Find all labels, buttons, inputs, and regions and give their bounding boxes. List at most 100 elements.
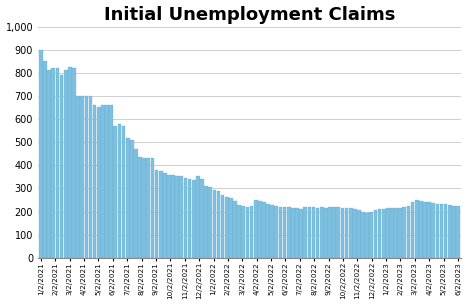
Bar xyxy=(316,208,319,258)
Bar xyxy=(204,186,208,258)
Bar xyxy=(68,67,72,258)
Bar xyxy=(427,202,431,258)
Bar xyxy=(295,208,299,258)
Bar xyxy=(365,213,369,258)
Bar xyxy=(80,96,84,258)
Bar xyxy=(159,171,163,258)
Bar xyxy=(444,204,447,258)
Bar xyxy=(423,202,427,258)
Bar xyxy=(439,204,443,258)
Bar xyxy=(109,105,113,258)
Bar xyxy=(403,207,406,258)
Bar xyxy=(229,198,233,258)
Bar xyxy=(279,207,283,258)
Bar xyxy=(336,207,340,258)
Bar xyxy=(398,208,402,258)
Bar xyxy=(56,68,59,258)
Bar xyxy=(304,207,307,258)
Bar xyxy=(324,208,328,258)
Bar xyxy=(419,201,423,258)
Bar xyxy=(225,197,229,258)
Bar xyxy=(200,179,204,258)
Bar xyxy=(105,105,109,258)
Bar xyxy=(448,205,452,258)
Bar xyxy=(188,179,191,258)
Bar xyxy=(262,202,266,258)
Bar xyxy=(361,212,365,258)
Bar xyxy=(196,176,200,258)
Bar xyxy=(456,206,460,258)
Bar xyxy=(258,201,262,258)
Bar xyxy=(233,201,237,258)
Bar xyxy=(221,196,225,258)
Bar xyxy=(155,170,158,258)
Bar xyxy=(212,190,216,258)
Bar xyxy=(150,158,154,258)
Bar xyxy=(382,209,386,258)
Bar xyxy=(147,158,150,258)
Bar xyxy=(340,208,344,258)
Bar xyxy=(436,203,439,258)
Bar xyxy=(452,206,456,258)
Bar xyxy=(47,70,51,258)
Bar xyxy=(171,174,175,258)
Bar xyxy=(349,208,353,258)
Bar xyxy=(175,176,179,258)
Bar xyxy=(163,174,167,258)
Bar xyxy=(101,105,105,258)
Bar xyxy=(266,203,270,258)
Bar xyxy=(184,178,187,258)
Bar xyxy=(320,207,324,258)
Bar xyxy=(43,61,47,258)
Bar xyxy=(76,96,80,258)
Bar xyxy=(51,68,55,258)
Bar xyxy=(299,209,303,258)
Bar xyxy=(311,207,315,258)
Bar xyxy=(432,203,435,258)
Bar xyxy=(345,208,348,258)
Bar xyxy=(369,212,373,258)
Bar xyxy=(407,206,410,258)
Bar xyxy=(60,75,64,258)
Bar xyxy=(122,126,125,258)
Bar xyxy=(237,205,241,258)
Bar xyxy=(134,149,138,258)
Bar xyxy=(217,191,220,258)
Bar xyxy=(254,200,257,258)
Bar xyxy=(130,140,134,258)
Bar xyxy=(246,207,249,258)
Bar xyxy=(357,210,361,258)
Bar xyxy=(275,206,278,258)
Bar xyxy=(89,96,92,258)
Bar xyxy=(113,126,117,258)
Title: Initial Unemployment Claims: Initial Unemployment Claims xyxy=(104,5,395,23)
Bar xyxy=(353,209,357,258)
Bar xyxy=(283,207,286,258)
Bar xyxy=(126,138,129,258)
Bar xyxy=(270,205,274,258)
Bar xyxy=(390,208,394,258)
Bar xyxy=(192,180,196,258)
Bar xyxy=(374,210,377,258)
Bar xyxy=(93,105,97,258)
Bar xyxy=(328,207,332,258)
Bar xyxy=(250,206,254,258)
Bar xyxy=(241,206,245,258)
Bar xyxy=(208,187,212,258)
Bar xyxy=(142,158,146,258)
Bar xyxy=(167,174,171,258)
Bar xyxy=(333,206,336,258)
Bar xyxy=(97,107,100,258)
Bar xyxy=(411,202,414,258)
Bar xyxy=(118,124,121,258)
Bar xyxy=(394,208,398,258)
Bar xyxy=(291,208,295,258)
Bar xyxy=(378,209,382,258)
Bar xyxy=(386,208,389,258)
Bar xyxy=(85,96,88,258)
Bar xyxy=(287,207,290,258)
Bar xyxy=(415,200,418,258)
Bar xyxy=(64,70,68,258)
Bar xyxy=(39,50,43,258)
Bar xyxy=(72,68,76,258)
